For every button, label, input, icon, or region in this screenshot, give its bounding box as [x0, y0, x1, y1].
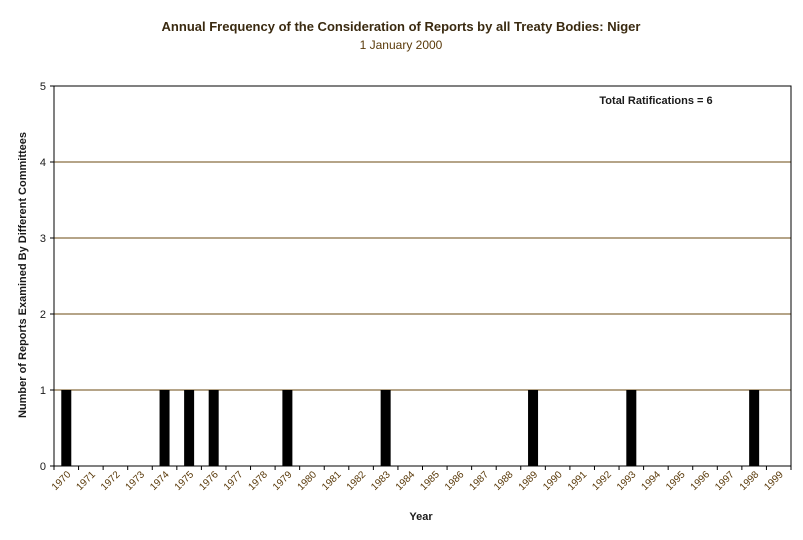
- x-tick-label: 1975: [173, 469, 197, 493]
- x-tick-label: 1981: [320, 469, 344, 493]
- x-tick-label: 1980: [296, 469, 320, 493]
- bar-1974: [159, 390, 170, 466]
- bar-1976: [208, 390, 219, 466]
- x-axis-label: Year: [409, 511, 433, 523]
- x-tick-label: 1985: [418, 469, 442, 493]
- chart-subtitle: 1 January 2000: [360, 38, 443, 52]
- y-tick-label: 4: [40, 157, 46, 169]
- x-tick-label: 1989: [517, 469, 541, 493]
- x-tick-label: 1971: [74, 469, 98, 493]
- x-axis-ticks: 1970 1971 1972 1973 1974 1975 1976 1977 1978 1979…: [50, 466, 792, 493]
- x-tick-label: 1970: [50, 469, 74, 493]
- bar-1993: [626, 390, 637, 466]
- bars: [61, 390, 760, 466]
- y-tick-label: 0: [40, 461, 46, 473]
- bar-1998: [749, 390, 760, 466]
- x-tick-label: 1986: [443, 469, 467, 493]
- x-tick-label: 1982: [345, 469, 369, 493]
- x-tick-label: 1996: [689, 469, 713, 493]
- x-tick-label: 1994: [639, 469, 663, 493]
- bar-1979: [282, 390, 293, 466]
- y-axis-ticks: 0 1 2 3 4 5: [40, 81, 54, 473]
- x-tick-label: 1972: [99, 469, 123, 493]
- x-tick-label: 1990: [541, 469, 565, 493]
- x-tick-label: 1973: [124, 469, 148, 493]
- x-tick-label: 1998: [738, 469, 762, 493]
- x-tick-label: 1993: [615, 469, 639, 493]
- x-tick-label: 1995: [664, 469, 688, 493]
- y-tick-label: 1: [40, 385, 46, 397]
- y-tick-label: 3: [40, 233, 46, 245]
- y-tick-label: 2: [40, 309, 46, 321]
- x-tick-label: 1999: [762, 469, 786, 493]
- x-tick-label: 1976: [197, 469, 221, 493]
- x-tick-label: 1984: [394, 469, 418, 493]
- x-tick-label: 1978: [246, 469, 270, 493]
- chart-title: Annual Frequency of the Consideration of…: [162, 19, 641, 34]
- x-tick-label: 1977: [222, 469, 246, 493]
- y-axis-label: Number of Reports Examined By Different …: [17, 132, 29, 418]
- x-tick-label: 1991: [566, 469, 590, 493]
- x-tick-label: 1979: [271, 469, 295, 493]
- total-ratifications-annotation: Total Ratifications = 6: [599, 95, 712, 107]
- y-tick-label: 5: [40, 81, 46, 93]
- x-tick-label: 1988: [492, 469, 516, 493]
- bar-1989: [528, 390, 539, 466]
- bar-1970: [61, 390, 72, 466]
- grid-lines: [54, 161, 791, 391]
- x-tick-label: 1992: [590, 469, 614, 493]
- bar-1975: [184, 390, 195, 466]
- x-tick-label: 1987: [468, 469, 492, 493]
- x-tick-label: 1983: [369, 469, 393, 493]
- x-tick-label: 1997: [713, 469, 737, 493]
- x-tick-label: 1974: [148, 469, 172, 493]
- bar-1983: [380, 390, 391, 466]
